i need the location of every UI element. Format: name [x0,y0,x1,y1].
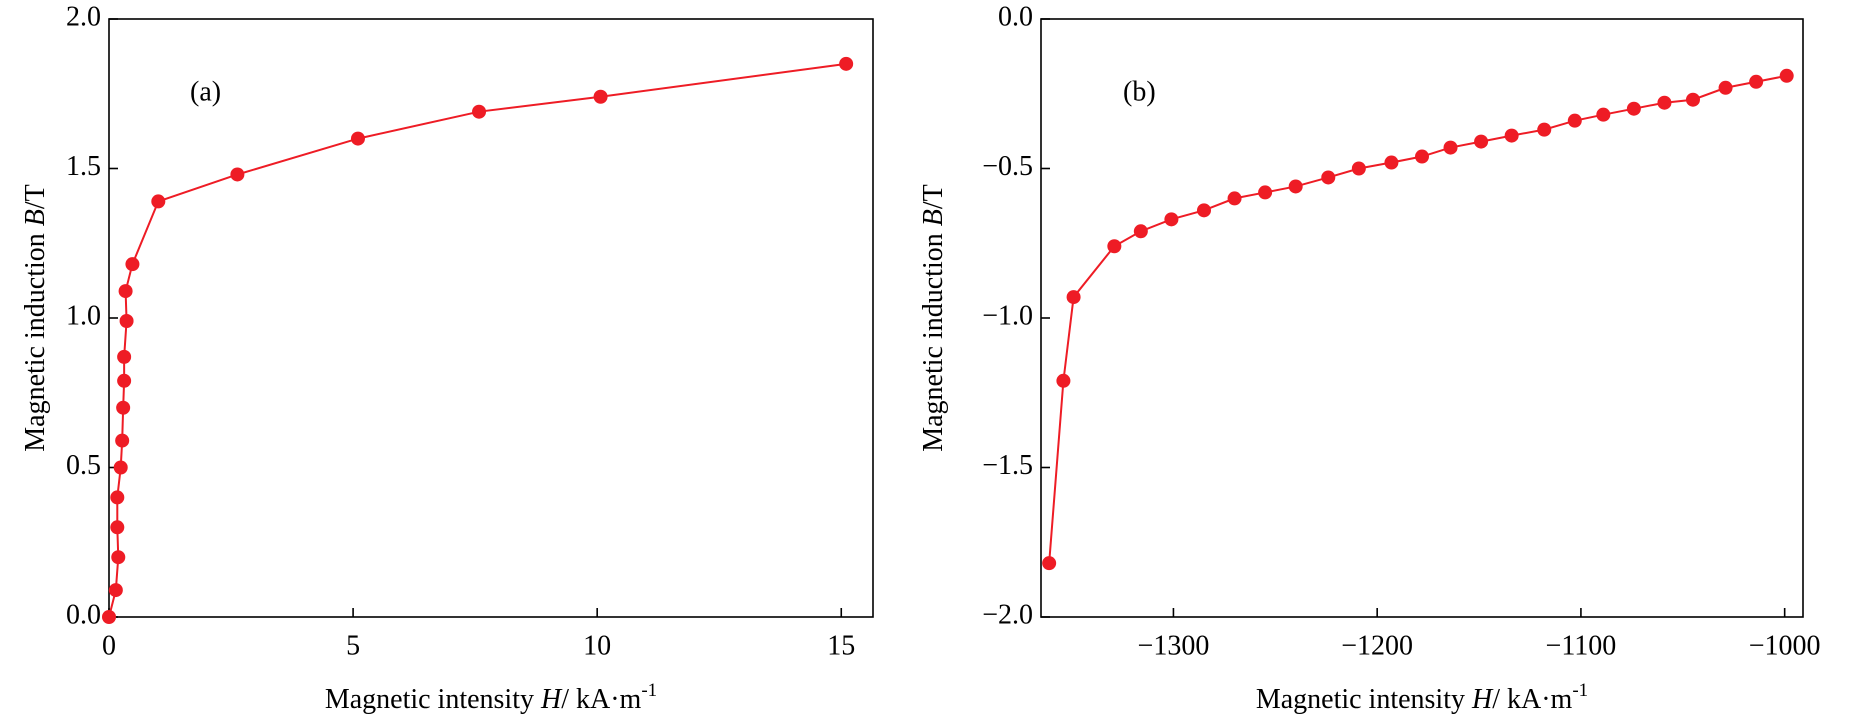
data-point [472,104,487,119]
y-axis-label-part: B [20,209,51,226]
data-point [110,520,125,535]
data-point [230,167,245,182]
x-axis-label: Magnetic intensity H/ kA·m-1 [1256,680,1588,716]
data-point [151,194,166,209]
data-point [116,400,131,415]
data-point [1718,80,1733,95]
data-point [1504,128,1519,143]
data-point [1164,212,1179,227]
x-tick-label: 0 [102,630,116,661]
data-point [1537,122,1552,137]
y-tick-label: −1.0 [982,300,1033,331]
data-point [115,433,130,448]
data-point [593,89,608,104]
data-point [108,583,123,598]
data-point [1474,134,1489,149]
data-point [1321,170,1336,185]
data-line [108,62,847,618]
y-tick-label: 2.0 [66,1,101,32]
data-line [1048,74,1787,564]
data-point [113,460,128,475]
y-tick-label: 0.0 [66,599,101,630]
y-tick-label: 1.0 [66,300,101,331]
data-point [1066,290,1081,305]
x-axis-label: Magnetic intensity H/ kA·m-1 [325,680,657,716]
data-point [111,550,126,565]
data-point [1567,113,1582,128]
y-tick-label: −0.5 [982,151,1033,182]
y-axis-label-part: Magnetic induction [20,226,51,452]
x-axis-label-part: -1 [641,680,657,701]
x-axis-label-part: Magnetic intensity [325,684,541,715]
y-axis-label-part: /T [20,184,51,209]
y-tick-label: 0.0 [998,1,1033,32]
data-point [1626,101,1641,116]
panel-label: (a) [190,76,221,107]
y-axis-label: Magnetic induction B/T [20,184,51,452]
data-point [1415,149,1429,164]
x-axis-label-part: / kA·m [561,684,641,715]
data-point [118,284,133,299]
data-point [1107,239,1122,254]
data-point [1685,92,1700,107]
data-point [1384,155,1399,170]
data-point [1227,191,1242,206]
y-tick-label: −1.5 [982,450,1033,481]
x-tick-label: −1300 [1138,630,1210,661]
data-point [117,373,132,388]
data-point [1779,68,1794,83]
data-point [1133,224,1148,239]
data-point [102,610,116,624]
data-point [1351,161,1366,176]
x-tick-label: 15 [827,630,855,661]
x-axis-label-part: / kA·m [1492,684,1572,715]
data-point [1749,74,1764,89]
x-axis-label-part: H [540,684,563,715]
y-tick-label: 1.5 [66,151,101,182]
panel-label: (b) [1123,76,1156,107]
data-point [1258,185,1273,200]
y-axis-label-part: Magnetic induction [918,226,949,452]
data-point [119,313,134,328]
y-tick-label: 0.5 [66,450,101,481]
plot-frame [108,18,874,618]
x-tick-label: −1100 [1546,630,1617,661]
y-axis-label-part: /T [918,184,949,209]
x-tick-label: −1200 [1341,630,1413,661]
data-point [117,349,132,364]
y-axis-label: Magnetic induction B/T [918,184,949,452]
data-point [110,490,125,505]
x-tick-label: −1000 [1749,630,1821,661]
data-point [350,131,365,146]
data-point [1196,203,1211,218]
x-tick-label: 5 [346,630,360,661]
data-point [1042,556,1057,571]
data-point [1657,95,1672,110]
data-point [839,56,854,71]
data-point [1443,140,1458,155]
x-axis-label-part: -1 [1572,680,1588,701]
y-axis-label-part: B [918,209,949,226]
x-tick-label: 10 [583,630,611,661]
data-point [1288,179,1303,194]
data-point [125,257,140,272]
data-point [1056,373,1071,388]
x-axis-label-part: Magnetic intensity [1256,684,1472,715]
y-tick-label: −2.0 [982,599,1033,630]
plot-frame [1040,18,1804,618]
x-axis-label-part: H [1471,684,1494,715]
data-point [1596,107,1611,122]
